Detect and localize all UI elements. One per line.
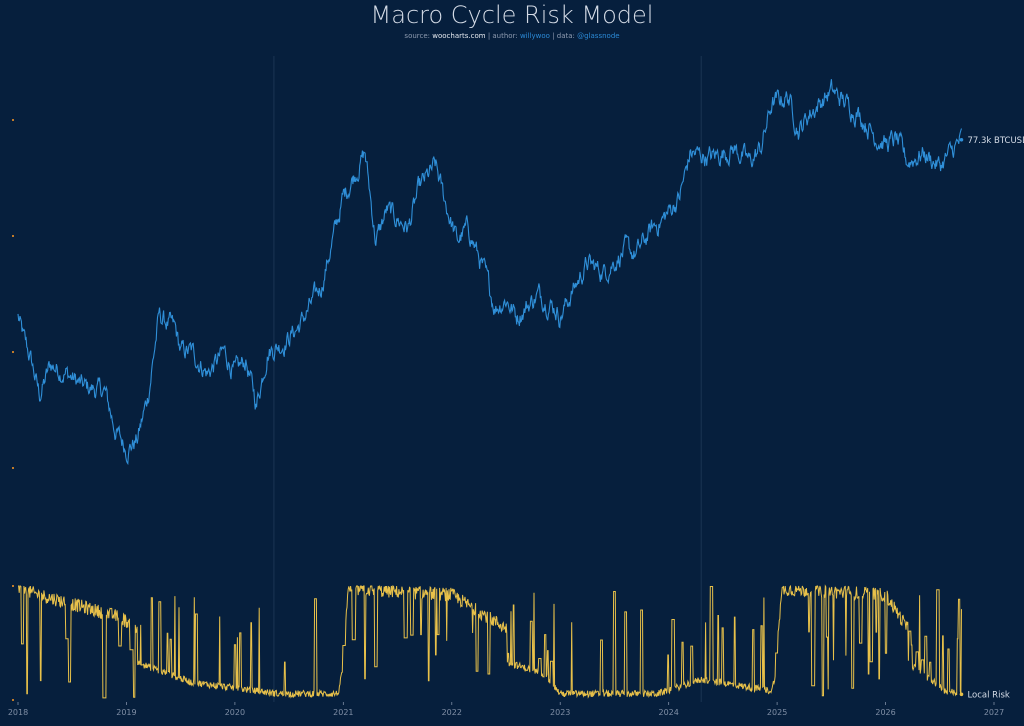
source-link[interactable]: woocharts.com (432, 32, 486, 40)
x-tick-label: 2020 (225, 708, 245, 717)
local-risk-last-point (959, 692, 964, 697)
chart-grid (12, 56, 702, 702)
local-risk-label: Local Risk (967, 690, 1009, 700)
btcusd-last-point (959, 137, 964, 142)
y-axis-tick-mark (12, 585, 14, 587)
x-tick-label: 2022 (442, 708, 462, 717)
local-risk-series-line (18, 584, 962, 699)
x-tick-label: 2025 (767, 708, 787, 717)
btcusd-label: 77.3k BTCUSD (967, 136, 1024, 146)
y-axis-tick-mark (12, 119, 14, 121)
x-axis: 2018 2019 2020 2021 2022 2023 2024 2025 2026 2027 (8, 702, 1004, 717)
price-chart (17, 79, 964, 466)
author-link[interactable]: willywoo (519, 32, 550, 40)
y-axis-tick-mark (12, 467, 14, 469)
risk-chart (18, 584, 964, 699)
x-tick-label: 2019 (116, 708, 136, 717)
source-label: source: (404, 32, 431, 40)
y-axis-tick-mark (12, 235, 14, 237)
y-axis-tick-mark (12, 699, 14, 701)
x-tick-label: 2027 (984, 708, 1004, 717)
x-tick-label: 2021 (333, 708, 353, 717)
author-label: | author: (487, 32, 518, 40)
x-tick-label: 2024 (658, 708, 678, 717)
chart-title: Macro Cycle Risk Model (370, 1, 654, 29)
chart-subtitle: source: woocharts.com | author: willywoo… (0, 31, 1024, 41)
data-label: | data: (552, 32, 575, 40)
x-tick-label: 2026 (875, 708, 895, 717)
series-labels: 77.3k BTCUSD Local Risk (967, 136, 1024, 701)
btcusd-series-line (17, 79, 963, 466)
x-tick-label: 2023 (550, 708, 570, 717)
y-axis-tick-mark (12, 351, 14, 353)
data-link[interactable]: @glassnode (577, 32, 620, 40)
x-tick-label: 2018 (8, 708, 28, 717)
